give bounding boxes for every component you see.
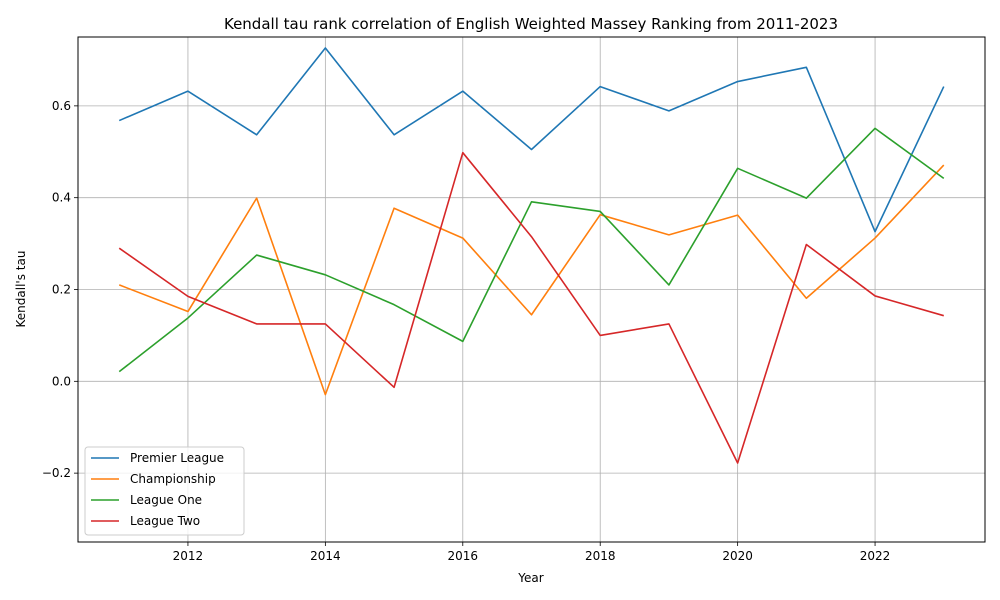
x-tick-label: 2014 [310,549,341,563]
x-tick-label: 2022 [860,549,891,563]
chart-title: Kendall tau rank correlation of English … [224,15,838,33]
legend-label-league-one: League One [130,493,202,507]
y-axis-title: Kendall's tau [14,251,28,328]
series-line-championship [118,164,945,396]
legend-label-league-two: League Two [130,514,200,528]
x-tick-label: 2016 [448,549,479,563]
y-tick-label: 0.6 [52,99,71,113]
y-tick-label: 0.0 [52,374,71,388]
legend-box [84,446,245,536]
series-line-premier-league [118,47,945,233]
y-tick-label: −0.2 [42,466,71,480]
legend-label-championship: Championship [130,472,216,486]
series-lines [118,47,945,464]
y-tick-label: 0.4 [52,191,71,205]
series-line-league-one [118,127,945,373]
x-tick-label: 2020 [722,549,753,563]
legend-label-premier-league: Premier League [130,451,224,465]
legend: Premier League Championship League One Leag… [84,446,245,536]
axis-ticks: 2012 2014 2016 2018 2020 2022 −0.2 0.0 0.2 0.4 0.6 [42,99,890,563]
y-tick-label: 0.2 [52,283,71,297]
series-line-league-two [118,151,944,464]
x-tick-label: 2018 [585,549,616,563]
x-axis-title: Year [517,571,543,585]
x-tick-label: 2012 [173,549,204,563]
